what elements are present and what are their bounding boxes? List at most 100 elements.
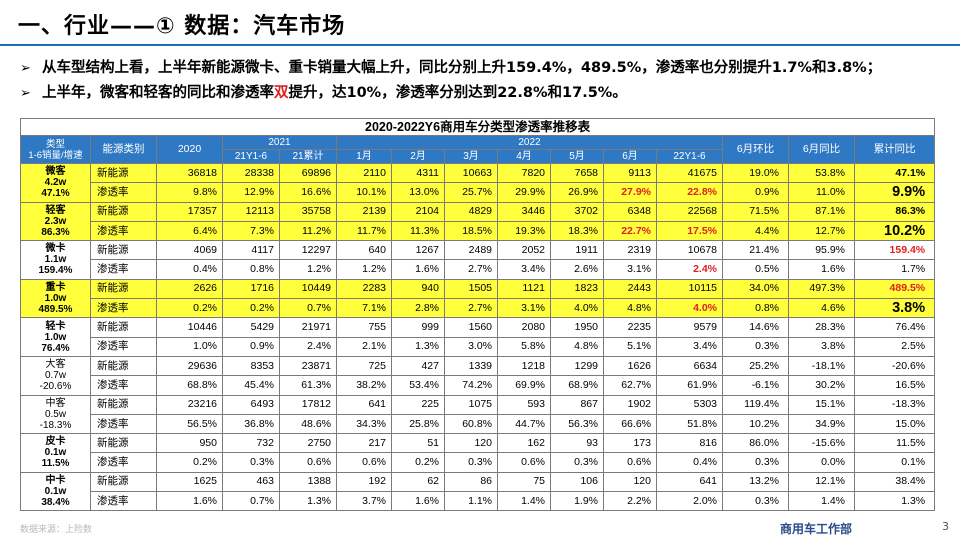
header-may: 5月: [550, 149, 604, 164]
table-cell: 225: [391, 394, 445, 415]
table-cell: 41675: [656, 162, 723, 184]
table-cell: 0.6%: [279, 452, 337, 473]
table-cell: 1911: [550, 240, 604, 261]
table-row: 渗透率 1.6% 0.7% 1.3% 3.7% 1.6% 1.1% 1.4% 1.9% 2.2% 2…: [21, 491, 936, 512]
table-cell: 940: [391, 278, 445, 300]
table-cell: 2.0%: [656, 491, 723, 512]
table-cell: 27.9%: [603, 182, 657, 203]
footer-department: 商用车工作部: [780, 522, 853, 536]
table-cell: 34.0%: [722, 278, 789, 300]
table-cell: 1218: [497, 355, 551, 377]
table-cell: 95.9%: [788, 240, 855, 261]
table-cell: 13.0%: [391, 182, 445, 203]
table-row: 渗透率 0.2% 0.3% 0.6% 0.6% 0.2% 0.3% 0.6% 0.3% 0.6% 0…: [21, 452, 936, 473]
table-cell: 0.0%: [788, 452, 855, 473]
table-row: 重卡 1.0w 489.5% 新能源 2626 1716 10449 2283 940 150…: [20, 278, 936, 319]
table-cell: 162: [497, 433, 551, 454]
table-cell: 2.6%: [550, 259, 604, 280]
table-cell: 0.1%: [853, 452, 936, 473]
vehicle-type-label: 微卡 1.1w 159.4%: [20, 240, 91, 280]
table-cell: 1.9%: [550, 491, 604, 512]
penetration-table: 2020-2022Y6商用车分类型渗透率推移表 类型 1-6销量/增速 能源类别…: [19, 118, 936, 512]
table-cell: 68.8%: [156, 375, 223, 396]
title-divider: [0, 44, 960, 46]
table-cell: 725: [336, 355, 392, 377]
energy-type-cell: 新能源: [90, 355, 157, 377]
table-cell: 816: [656, 433, 723, 454]
energy-type-cell: 新能源: [90, 471, 157, 493]
vehicle-type-label: 微客 4.2w 47.1%: [20, 163, 91, 203]
table-cell: 35758: [279, 201, 337, 222]
header-energy: 能源类别: [90, 135, 157, 164]
table-cell: 1902: [603, 394, 657, 415]
table-cell: 29636: [156, 355, 223, 377]
table-cell: 1.2%: [279, 259, 337, 280]
table-cell: 51.8%: [656, 413, 723, 435]
table-cell: 53.4%: [391, 375, 445, 396]
table-cell: 0.2%: [391, 452, 445, 473]
table-cell: 17357: [156, 201, 223, 222]
table-cell: 1267: [391, 240, 445, 261]
table-cell: 11.7%: [336, 220, 392, 242]
table-cell: 16.5%: [853, 375, 936, 396]
table-cell: 3.7%: [336, 491, 392, 512]
table-cell: 2.7%: [444, 259, 498, 280]
table-cell: 14.6%: [722, 317, 789, 338]
table-cell: 75: [497, 471, 551, 493]
table-cell: 0.3%: [722, 452, 789, 473]
table-cell: 56.3%: [550, 413, 604, 435]
table-cell: 3.8%: [853, 298, 936, 319]
table-cell: -18.3%: [853, 394, 936, 415]
vehicle-type-label: 中客 0.5w -18.3%: [20, 394, 91, 435]
table-cell: 0.2%: [222, 298, 280, 319]
table-cell: 3.4%: [656, 336, 723, 357]
table-cell: 6493: [222, 394, 280, 415]
table-cell: 4829: [444, 201, 498, 222]
header-feb: 2月: [391, 149, 445, 164]
table-cell: 21.4%: [722, 240, 789, 261]
table-cell: 5303: [656, 394, 723, 415]
header-apr: 4月: [497, 149, 551, 164]
table-cell: 2626: [156, 278, 223, 300]
table-cell: 1.1%: [444, 491, 498, 512]
header-2022: 2022: [336, 135, 723, 150]
table-cell: 53.8%: [788, 162, 855, 184]
table-cell: 36.8%: [222, 413, 280, 435]
table-cell: 10.1%: [336, 182, 392, 203]
table-cell: 23216: [156, 394, 223, 415]
table-cell: 5.1%: [603, 336, 657, 357]
table-cell: 867: [550, 394, 604, 415]
page-number: 3: [942, 520, 949, 533]
table-cell: 1950: [550, 317, 604, 338]
table-cell: 1.7%: [853, 259, 936, 280]
header-21-cum: 21累计: [279, 149, 337, 164]
table-cell: 1.6%: [391, 491, 445, 512]
vehicle-type-label: 重卡 1.0w 489.5%: [20, 278, 91, 319]
table-cell: 10449: [279, 278, 337, 300]
energy-type-cell: 新能源: [90, 394, 157, 415]
table-cell: 9.9%: [853, 182, 936, 203]
energy-type-cell: 新能源: [90, 317, 157, 338]
table-cell: 47.1%: [853, 162, 936, 184]
table-cell: 2443: [603, 278, 657, 300]
table-cell: 2750: [279, 433, 337, 454]
table-cell: 2.4%: [656, 259, 723, 280]
table-row: 渗透率 0.4% 0.8% 1.2% 1.2% 1.6% 2.7% 3.4% 2.6% 3.1% 2…: [21, 259, 936, 280]
table-cell: 0.3%: [222, 452, 280, 473]
table-row: 微卡 1.1w 159.4% 新能源 4069 4117 12297 640 1267 248…: [20, 240, 936, 280]
table-cell: 4.8%: [550, 336, 604, 357]
table-cell: 10446: [156, 317, 223, 338]
table-cell: 9.8%: [156, 182, 223, 203]
table-row: 皮卡 0.1w 11.5% 新能源 950 732 2750 217 51 120 162 93 1…: [20, 433, 936, 473]
table-cell: 2.5%: [853, 336, 936, 357]
table-cell: 0.8%: [722, 298, 789, 319]
table-cell: 106: [550, 471, 604, 493]
table-cell: 2052: [497, 240, 551, 261]
table-cell: 1.2%: [336, 259, 392, 280]
table-cell: 999: [391, 317, 445, 338]
table-cell: 51: [391, 433, 445, 454]
table-cell: 10663: [444, 162, 498, 184]
table-cell: 1626: [603, 355, 657, 377]
table-cell: 0.7%: [279, 298, 337, 319]
table-cell: 18.5%: [444, 220, 498, 242]
